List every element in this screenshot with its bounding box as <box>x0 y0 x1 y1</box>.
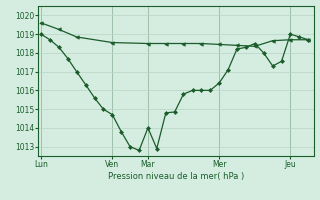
X-axis label: Pression niveau de la mer( hPa ): Pression niveau de la mer( hPa ) <box>108 172 244 181</box>
